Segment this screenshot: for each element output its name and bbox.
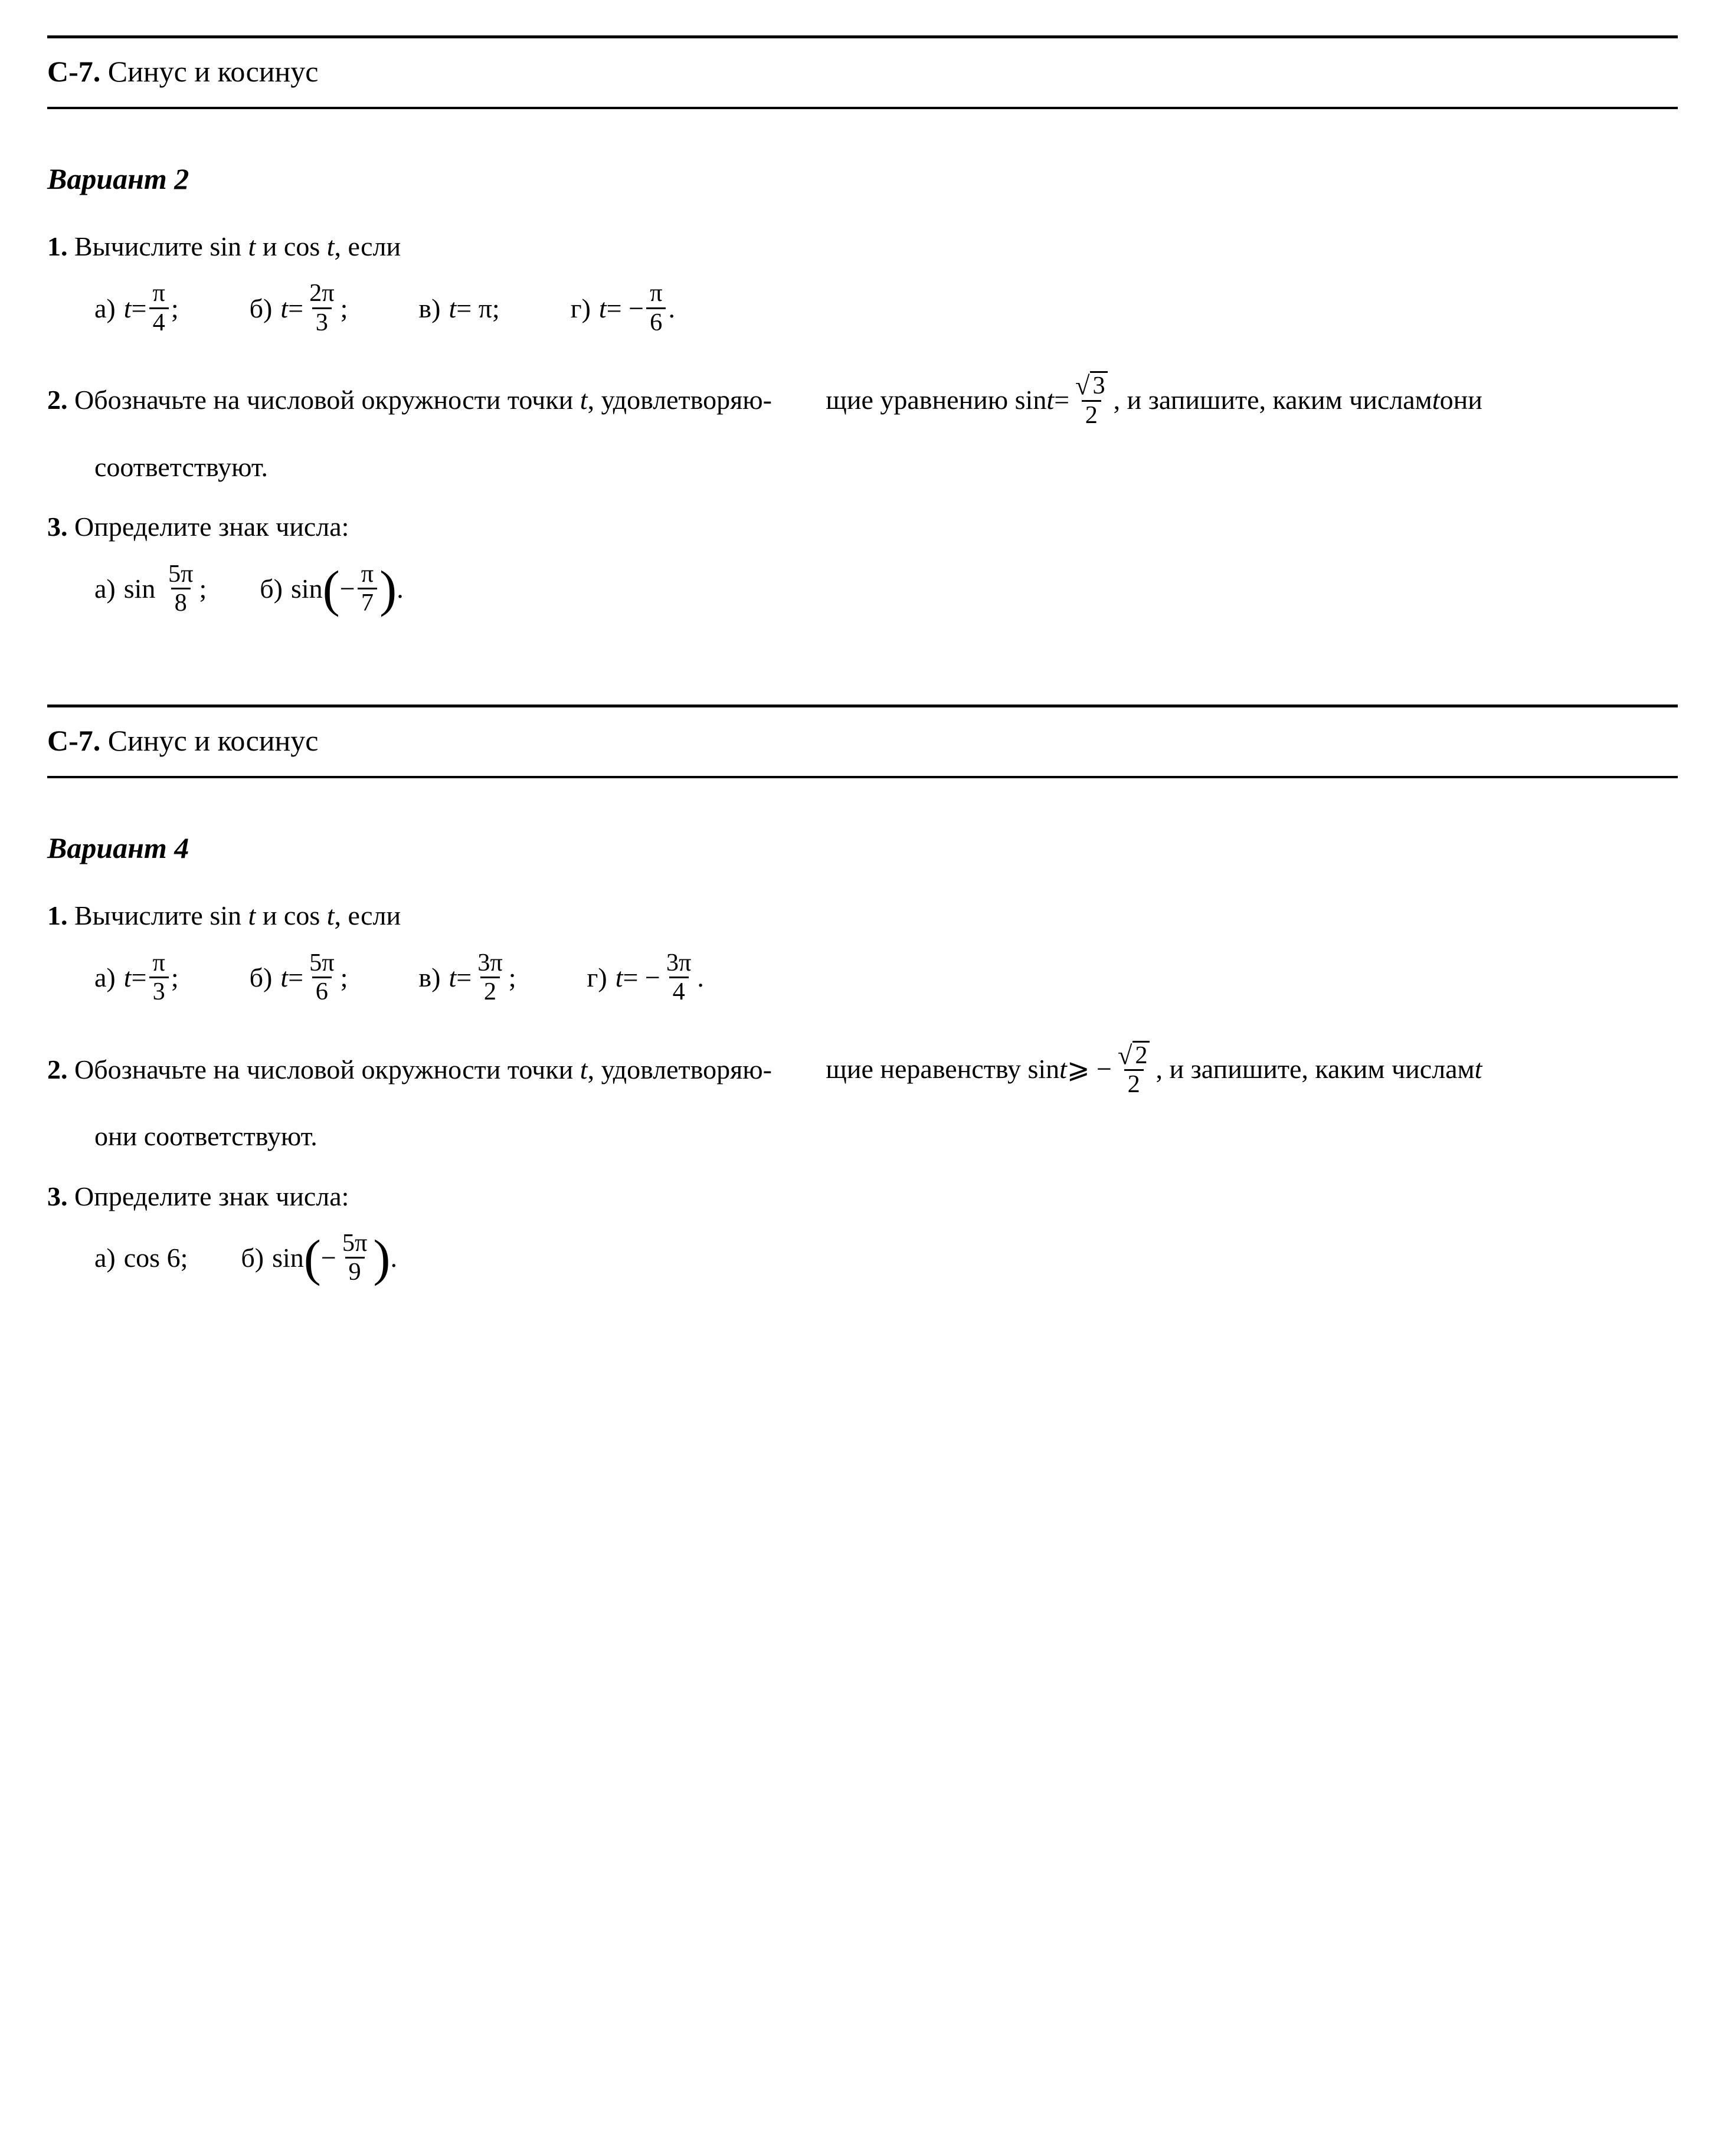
subtask-v: в) t = π; bbox=[418, 287, 499, 329]
section-topic: Синус и косинус bbox=[100, 55, 318, 88]
task-number: 2. bbox=[47, 385, 68, 415]
subtask-b: б) sin ( − 5π 9 ). bbox=[241, 1230, 397, 1286]
sqrt: √2 bbox=[1118, 1041, 1150, 1069]
subtask-row: а) t = π 3 ; б) t = 5π 6 ; в) t = 3π 2 ;… bbox=[94, 950, 1678, 1005]
task: 1. Вычислите sin t и cos t, если а) t = … bbox=[47, 894, 1678, 1005]
divider bbox=[47, 776, 1678, 778]
task: 1. Вычислите sin t и cos t, если а) t = … bbox=[47, 225, 1678, 336]
spacer bbox=[47, 634, 1678, 705]
fraction: 2π 3 bbox=[306, 280, 338, 336]
section-code: С-7. bbox=[47, 55, 100, 88]
fraction: 5π 8 bbox=[165, 561, 197, 617]
subtask-b: б) sin ( − π 7 ). bbox=[260, 561, 403, 617]
task: 2. Обозначьте на числовой окружности точ… bbox=[47, 353, 1678, 488]
fraction: π 6 bbox=[646, 280, 666, 336]
subtask-a: а) t = π 3 ; bbox=[94, 950, 179, 1005]
subtask-b: б) t = 2π 3 ; bbox=[250, 280, 348, 336]
task-line: они соответствуют. bbox=[94, 1115, 1678, 1157]
task: 3. Определите знак числа: а) cos 6; б) s… bbox=[47, 1175, 1678, 1286]
fraction: 5π 6 bbox=[306, 950, 338, 1005]
subtask-row: а) cos 6; б) sin ( − 5π 9 ). bbox=[94, 1230, 1678, 1286]
task-number: 2. bbox=[47, 1054, 68, 1084]
subtask-g: г) t = − 3π 4 . bbox=[587, 950, 704, 1005]
subtask-a: а) cos 6; bbox=[94, 1237, 188, 1279]
fraction: √2 2 bbox=[1114, 1041, 1154, 1098]
subtask-v: в) t = 3π 2 ; bbox=[418, 950, 516, 1005]
subtask-b: б) t = 5π 6 ; bbox=[250, 950, 348, 1005]
fraction: 3π 4 bbox=[663, 950, 695, 1005]
subtask-a: а) sin 5π 8 ; bbox=[94, 561, 207, 617]
task: 3. Определите знак числа: а) sin 5π 8 ; … bbox=[47, 506, 1678, 616]
section-header: С-7. Синус и косинус bbox=[47, 38, 1678, 107]
sqrt: √3 bbox=[1075, 371, 1108, 399]
task-number: 3. bbox=[47, 512, 68, 542]
subtask-row: а) t = π 4 ; б) t = 2π 3 ; в) t = π; г) … bbox=[94, 280, 1678, 336]
fraction: π 3 bbox=[149, 950, 168, 1005]
task-line: соответствуют. bbox=[94, 446, 1678, 488]
section-topic: Синус и косинус bbox=[100, 724, 318, 757]
subtask-g: г) t = − π 6 . bbox=[571, 280, 675, 336]
task-number: 1. bbox=[47, 900, 68, 930]
fraction: π 7 bbox=[358, 561, 377, 617]
fraction: 5π 9 bbox=[339, 1230, 371, 1286]
subtask-a: а) t = π 4 ; bbox=[94, 280, 179, 336]
variant-label: Вариант 4 bbox=[47, 825, 1678, 871]
task-line: щие уравнению sin t = √3 2 , и запишите,… bbox=[826, 371, 1482, 428]
section-code: С-7. bbox=[47, 724, 100, 757]
task: 2. Обозначьте на числовой окружности точ… bbox=[47, 1023, 1678, 1158]
fraction: π 4 bbox=[149, 280, 168, 336]
variant-label: Вариант 2 bbox=[47, 156, 1678, 202]
task-number: 3. bbox=[47, 1181, 68, 1211]
task-number: 1. bbox=[47, 231, 68, 261]
fraction: √3 2 bbox=[1072, 371, 1111, 428]
task-line: щие неравенству sin t ⩾ − √2 2 , и запиш… bbox=[826, 1041, 1482, 1098]
divider bbox=[47, 107, 1678, 109]
fraction: 3π 2 bbox=[474, 950, 506, 1005]
subtask-row: а) sin 5π 8 ; б) sin ( − π 7 ). bbox=[94, 561, 1678, 617]
section-header: С-7. Синус и косинус bbox=[47, 707, 1678, 776]
